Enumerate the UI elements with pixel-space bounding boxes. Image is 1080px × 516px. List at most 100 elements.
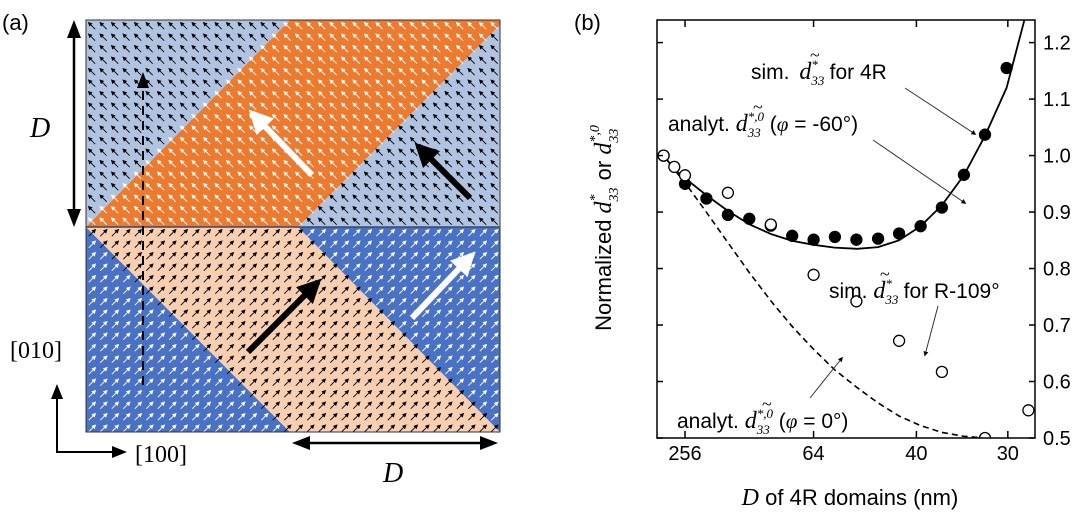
dipole-arrow bbox=[478, 33, 487, 42]
dipole-arrow bbox=[145, 217, 154, 226]
dipole-arrow bbox=[122, 90, 131, 99]
dipole-arrow bbox=[433, 332, 442, 341]
dipole-arrow bbox=[467, 79, 476, 88]
dipole-arrow bbox=[329, 102, 338, 111]
dipole-arrow bbox=[225, 217, 234, 226]
dipole-arrow bbox=[364, 228, 373, 237]
dipole-arrow bbox=[363, 171, 372, 180]
dipole-arrow bbox=[237, 79, 246, 88]
dipole-arrow bbox=[421, 251, 430, 260]
dipole-arrow bbox=[283, 182, 292, 191]
dipole-arrow bbox=[214, 263, 223, 272]
dipole-arrow bbox=[398, 125, 407, 134]
dipole-arrow bbox=[387, 320, 396, 329]
dipole-arrow bbox=[283, 274, 292, 283]
panel-b-label: (b) bbox=[574, 10, 601, 35]
dipole-arrow bbox=[191, 148, 200, 157]
dipole-arrow bbox=[110, 182, 119, 191]
dipole-arrow bbox=[478, 159, 487, 168]
dipole-arrow bbox=[341, 228, 350, 237]
dipole-arrow bbox=[375, 67, 384, 76]
dipole-arrow bbox=[180, 332, 189, 341]
annotation-analyt-60-open: ( bbox=[764, 113, 777, 136]
dipole-arrow bbox=[375, 251, 384, 260]
dipole-arrow bbox=[87, 205, 96, 214]
dipole-arrow bbox=[260, 182, 269, 191]
dipole-arrow bbox=[237, 67, 246, 76]
dipole-arrow bbox=[444, 90, 453, 99]
axis-100-label: [100] bbox=[135, 442, 187, 468]
dipole-arrow bbox=[145, 67, 154, 76]
dipole-arrow bbox=[352, 56, 361, 65]
dipole-arrow bbox=[467, 102, 476, 111]
dipole-arrow bbox=[283, 159, 292, 168]
dipole-arrow bbox=[375, 332, 384, 341]
dipole-arrow bbox=[375, 136, 384, 145]
dipole-arrow bbox=[99, 136, 108, 145]
dipole-arrow bbox=[340, 182, 349, 191]
dipole-arrow bbox=[363, 44, 372, 53]
annotation-analyt-0-phi: φ bbox=[786, 409, 798, 433]
dipole-arrow bbox=[145, 309, 154, 318]
dipole-arrow bbox=[214, 309, 223, 318]
dipole-arrow bbox=[122, 251, 131, 260]
dipole-arrow bbox=[237, 159, 246, 168]
dipole-arrow bbox=[329, 228, 338, 237]
dipole-arrow bbox=[467, 297, 476, 306]
dipole-arrow bbox=[479, 240, 488, 249]
dipole-arrow bbox=[364, 240, 373, 249]
dipole-arrow bbox=[352, 113, 361, 122]
dipole-arrow bbox=[490, 228, 499, 237]
dipole-arrow bbox=[455, 205, 464, 214]
dipole-arrow bbox=[180, 228, 189, 237]
dipole-arrow bbox=[99, 67, 108, 76]
dipole-arrow bbox=[110, 194, 119, 203]
dipole-arrow bbox=[157, 240, 166, 249]
dipole-arrow bbox=[295, 228, 304, 237]
dipole-arrow bbox=[375, 21, 384, 30]
dipole-arrow bbox=[398, 297, 407, 306]
dipole-arrow bbox=[398, 332, 407, 341]
dipole-arrow bbox=[87, 113, 96, 122]
dipole-arrow bbox=[271, 79, 280, 88]
dipole-arrow bbox=[467, 90, 476, 99]
dipole-arrow bbox=[134, 286, 143, 295]
dipole-arrow bbox=[179, 102, 188, 111]
dipole-arrow bbox=[387, 286, 396, 295]
dipole-arrow bbox=[306, 159, 315, 168]
dipole-arrow bbox=[329, 286, 338, 295]
dipole-arrow bbox=[352, 263, 361, 272]
dipole-arrow bbox=[260, 205, 269, 214]
dipole-arrow bbox=[375, 171, 384, 180]
dipole-arrow bbox=[110, 79, 119, 88]
dipole-arrow bbox=[398, 79, 407, 88]
dipole-arrow bbox=[490, 125, 499, 134]
dipole-arrow bbox=[145, 136, 154, 145]
dipole-arrow bbox=[191, 205, 200, 214]
dipole-arrow bbox=[317, 21, 326, 30]
dipole-arrow bbox=[387, 297, 396, 306]
dipole-arrow bbox=[248, 148, 257, 157]
dipole-arrow bbox=[421, 263, 430, 272]
dipole-arrow bbox=[122, 102, 131, 111]
dipole-arrow bbox=[99, 228, 108, 237]
dipole-arrow bbox=[191, 102, 200, 111]
dipole-arrow bbox=[364, 286, 373, 295]
dipole-arrow bbox=[179, 33, 188, 42]
axis-010-label: [010] bbox=[10, 338, 62, 364]
dipole-arrow bbox=[432, 205, 441, 214]
dipole-arrow bbox=[260, 286, 269, 295]
dipole-arrow bbox=[225, 159, 234, 168]
dipole-arrow bbox=[168, 286, 177, 295]
dipole-arrow bbox=[283, 320, 292, 329]
dipole-arrow bbox=[168, 343, 177, 352]
dipole-arrow bbox=[421, 228, 430, 237]
dipole-arrow bbox=[225, 113, 234, 122]
dipole-arrow bbox=[398, 286, 407, 295]
dipole-arrow bbox=[202, 125, 211, 134]
dipole-arrow bbox=[398, 67, 407, 76]
dipole-arrow bbox=[122, 320, 131, 329]
dipole-arrow bbox=[260, 343, 269, 352]
dipole-arrow bbox=[145, 343, 154, 352]
dipole-arrow bbox=[203, 240, 212, 249]
